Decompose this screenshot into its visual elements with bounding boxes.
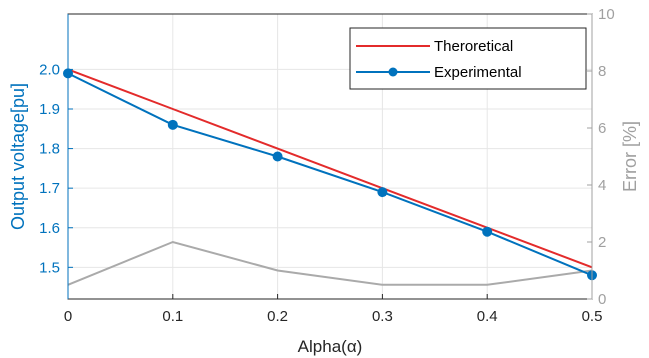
y-left-tick-label: 1.6 [39, 220, 60, 237]
y-left-tick-label: 1.9 [39, 101, 60, 118]
x-axis-label: Alpha(α) [298, 337, 363, 356]
y-axis-left-label: Output voltage[pu] [8, 83, 28, 230]
y-left-tick-label: 1.8 [39, 141, 60, 158]
y-axis-right-label: Error [%] [620, 121, 640, 192]
x-tick-label: 0.5 [582, 308, 603, 325]
x-tick-label: 0.1 [162, 308, 183, 325]
experimental-point [167, 119, 178, 130]
legend-label-experimental: Experimental [434, 64, 522, 81]
series-layer [63, 68, 597, 286]
theoretical-line [67, 68, 593, 269]
experimental-point [377, 187, 388, 198]
y-right-tick-label: 4 [598, 177, 606, 194]
legend: Theroretical Experimental [349, 27, 587, 90]
legend-label-theoretical: Theroretical [434, 38, 513, 55]
y-left-tick-label: 1.5 [39, 259, 60, 276]
legend-marker-experimental [388, 67, 398, 77]
error-line [67, 240, 593, 286]
y-right-tick-label: 10 [598, 6, 615, 23]
y-left-tick-label: 2.0 [39, 61, 60, 78]
x-tick-label: 0 [64, 308, 72, 325]
experimental-point [482, 226, 493, 237]
y-right-tick-label: 0 [598, 291, 606, 308]
x-tick-label: 0.4 [477, 308, 498, 325]
x-tick-label: 0.3 [372, 308, 393, 325]
legend-box [349, 27, 587, 90]
experimental-point [272, 151, 283, 162]
y-left-tick-label: 1.7 [39, 180, 60, 197]
y-right-tick-label: 6 [598, 120, 606, 137]
ticks: 0 0.1 0.2 0.3 0.4 0.5 1.5 1.6 1.7 1.8 1.9 2.0 0 2 4 6 8 1… [39, 6, 615, 325]
y-right-tick-label: 8 [598, 63, 606, 80]
x-tick-label: 0.2 [267, 308, 288, 325]
y-right-tick-label: 2 [598, 234, 606, 251]
experimental-line [67, 72, 593, 277]
